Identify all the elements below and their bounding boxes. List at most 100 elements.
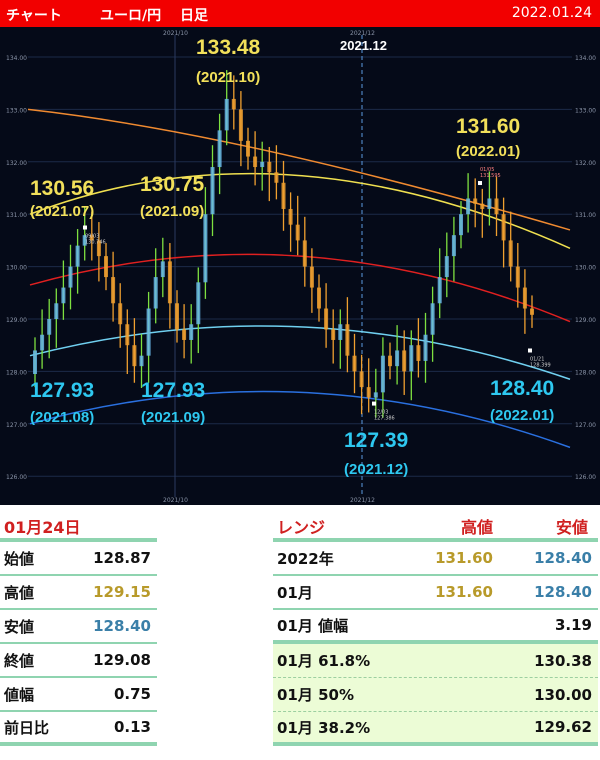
y-tick-label-left: 128.00 — [6, 369, 27, 376]
daily-row: 始値 128.87 — [0, 542, 157, 576]
candle-body — [473, 198, 478, 204]
candle-body — [75, 245, 80, 267]
candle-body — [423, 334, 428, 361]
y-tick-label-left: 131.00 — [6, 212, 27, 219]
low-column-header: 安値 — [555, 518, 588, 537]
extreme-point-marker — [372, 401, 376, 406]
candle-body — [530, 308, 534, 315]
extreme-point-marker — [478, 181, 482, 186]
point-label-value: 128.399 — [530, 362, 551, 368]
candle-body — [153, 277, 158, 309]
daily-table-title: 01月24日 — [4, 518, 81, 537]
extreme-point-marker — [528, 348, 532, 353]
candle-body — [189, 324, 194, 340]
daily-row: 高値 129.15 — [0, 576, 157, 610]
y-tick-label-left: 129.00 — [6, 317, 27, 324]
candle-body — [238, 109, 243, 141]
currency-pair: ユーロ/円 — [100, 8, 162, 24]
candle-body — [196, 282, 201, 325]
candle-body — [89, 235, 94, 241]
candle-body — [409, 345, 414, 372]
candle-body — [395, 350, 400, 367]
high-column-header: 高値 — [460, 518, 493, 537]
daily-row: 値幅 0.75 — [0, 678, 157, 712]
candle-body — [96, 240, 101, 257]
candle-body — [309, 266, 314, 288]
candle-body — [416, 345, 421, 361]
annotation-period: (2022.01) — [456, 143, 521, 160]
annotation-high-2021-09: 130.75 — [140, 173, 205, 196]
annotation-low-2021-09: 127.93 — [141, 379, 206, 402]
y-tick-label-left: 133.00 — [6, 107, 27, 114]
candle-body — [388, 355, 392, 367]
candle-body — [132, 345, 137, 367]
candle-body — [246, 140, 250, 157]
y-tick-label-left: 127.00 — [6, 422, 27, 429]
daily-price-table: 01月24日 始値 128.87 高値 129.15 安値 128.40 終値 129.08 値… — [0, 508, 157, 746]
range-row-year: 2022年 131.60 128.40 — [273, 542, 598, 576]
point-label-date: 12/03 — [374, 410, 388, 416]
annotation-period: (2021.07) — [30, 203, 95, 220]
row-value: 129.15 — [93, 583, 151, 601]
candle-body — [508, 240, 513, 267]
range-table: レンジ 高値 安値 2022年 131.60 128.40 01月 131.60 128… — [273, 508, 598, 746]
point-label-value: 127.386 — [374, 416, 395, 422]
candle-body — [203, 214, 208, 283]
y-tick-label-left: 134.00 — [6, 55, 27, 62]
point-label-date: 01/21 — [530, 356, 544, 362]
candle-body — [33, 350, 37, 375]
row-value: 128.87 — [93, 549, 151, 567]
annotation-period: (2021.08) — [30, 409, 95, 426]
regression-curve — [29, 253, 571, 323]
annotation-high-2022-01: 131.60 — [456, 115, 521, 138]
fib-row-61-8: 01月 61.8% 130.38 — [273, 644, 598, 678]
header-date: 2022.01.24 — [511, 5, 592, 21]
candle-body — [501, 214, 506, 241]
y-tick-label-right: 129.00 — [575, 317, 596, 324]
candle-body — [167, 261, 172, 304]
row-label: 01月 38.2% — [277, 718, 371, 737]
daily-row: 安値 128.40 — [0, 610, 157, 644]
daily-row: 終値 129.08 — [0, 644, 157, 678]
x-tick-label-top: 2021/12 — [350, 30, 375, 37]
regression-curve — [29, 172, 571, 249]
candle-body — [61, 287, 66, 304]
candle-body — [352, 355, 357, 372]
range-row-width: 01月 値幅 3.19 — [273, 610, 598, 644]
candle-body — [338, 324, 343, 340]
candle-body — [359, 371, 364, 388]
candle-body — [40, 334, 45, 351]
y-tick-label-right: 131.00 — [575, 212, 596, 219]
low-value: 128.40 — [534, 549, 592, 567]
fib-value: 130.38 — [534, 651, 592, 670]
candlestick-chart: 134.00 134.00 133.00 133.00 132.00 132.00 131.… — [0, 27, 600, 505]
high-value: 131.60 — [435, 583, 493, 601]
y-tick-label-right: 134.00 — [575, 55, 596, 62]
y-tick-label-right: 128.00 — [575, 369, 596, 376]
row-label: 値幅 — [4, 685, 35, 704]
candle-body — [480, 203, 485, 209]
y-tick-label-left: 130.00 — [6, 265, 27, 272]
candle-body — [281, 182, 286, 209]
candle-body — [111, 277, 116, 304]
candle-body — [160, 261, 165, 278]
candle-body — [324, 308, 329, 330]
range-width-value: 3.19 — [554, 616, 592, 634]
candle-body — [125, 324, 130, 346]
annotation-low-2021-08: 127.93 — [30, 379, 95, 402]
regression-curve — [29, 325, 571, 380]
candle-body — [317, 287, 321, 309]
y-tick-label-left: 132.00 — [6, 160, 27, 167]
candle-body — [253, 156, 258, 168]
candle-body — [68, 266, 73, 288]
annotation-period: (2021.09) — [140, 203, 205, 220]
point-label-value: 130.746 — [85, 240, 106, 246]
candle-body — [231, 98, 236, 110]
range-row-month: 01月 131.60 128.40 — [273, 576, 598, 610]
candle-body — [451, 235, 456, 257]
point-label-date: 01/05 — [480, 167, 494, 173]
candle-body — [274, 172, 279, 183]
candle-body — [380, 355, 385, 393]
candle-body — [47, 319, 52, 335]
candle-body — [260, 161, 265, 168]
